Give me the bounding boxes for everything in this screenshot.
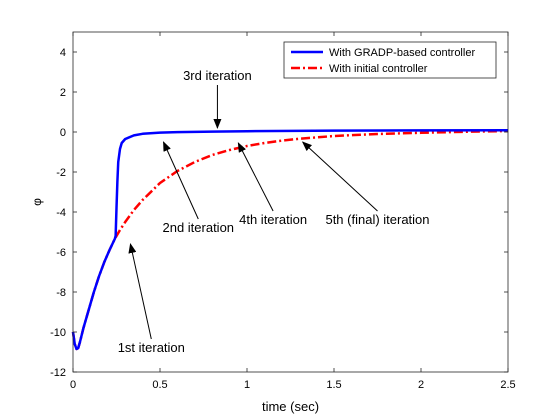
y-tick-label: 0 <box>60 127 66 139</box>
annotation-layer: 3rd iteration 2nd iteration 4th iteration 5… <box>118 68 430 355</box>
x-tick-label: 1.5 <box>326 379 341 391</box>
annotation-label-5: 1st iteration <box>118 340 185 355</box>
y-tick-label: 4 <box>60 47 66 59</box>
y-tick-label: -2 <box>56 167 66 179</box>
plot-area-frame <box>72 31 509 373</box>
x-tick-label: 2.5 <box>500 379 515 391</box>
legend-label-gradp: With GRADP-based controller <box>329 47 475 59</box>
y-tick-label: -12 <box>50 367 66 379</box>
series-line-gradp <box>71 128 509 351</box>
legend: With GRADP-based controller With initial… <box>283 41 497 79</box>
x-tick-label: 1 <box>244 379 250 391</box>
y-tick-label: -4 <box>56 207 66 219</box>
annotation-label-3: 4th iteration <box>239 212 307 227</box>
y-tick-label: 2 <box>60 87 66 99</box>
x-axis-label: time (sec) <box>262 399 319 414</box>
annotation-arrow-3 <box>237 142 274 212</box>
axis-layer: 0 0.5 1 1.5 2 2.5 -12 -10 -8 -6 -4 -2 0 2 4 <box>50 32 516 391</box>
y-tick-label: -6 <box>56 247 66 259</box>
y-axis-label: φ <box>30 198 44 206</box>
x-tick-label: 0.5 <box>152 379 167 391</box>
y-tick-label: -8 <box>56 287 66 299</box>
legend-box <box>283 41 497 79</box>
annotation-label-2: 2nd iteration <box>162 220 234 235</box>
annotation-label-4: 5th (final) iteration <box>325 212 429 227</box>
annotation-label-1: 3rd iteration <box>183 68 252 83</box>
y-tick-label: -10 <box>50 327 66 339</box>
x-tick-label: 0 <box>70 379 76 391</box>
annotation-arrow-5 <box>128 243 152 340</box>
x-tick-label: 2 <box>418 379 424 391</box>
legend-label-initial: With initial controller <box>329 63 428 75</box>
plot-area-background <box>73 32 508 372</box>
annotation-arrow-2 <box>163 141 199 220</box>
series-layer <box>71 128 509 351</box>
annotation-arrow-4 <box>301 141 378 212</box>
